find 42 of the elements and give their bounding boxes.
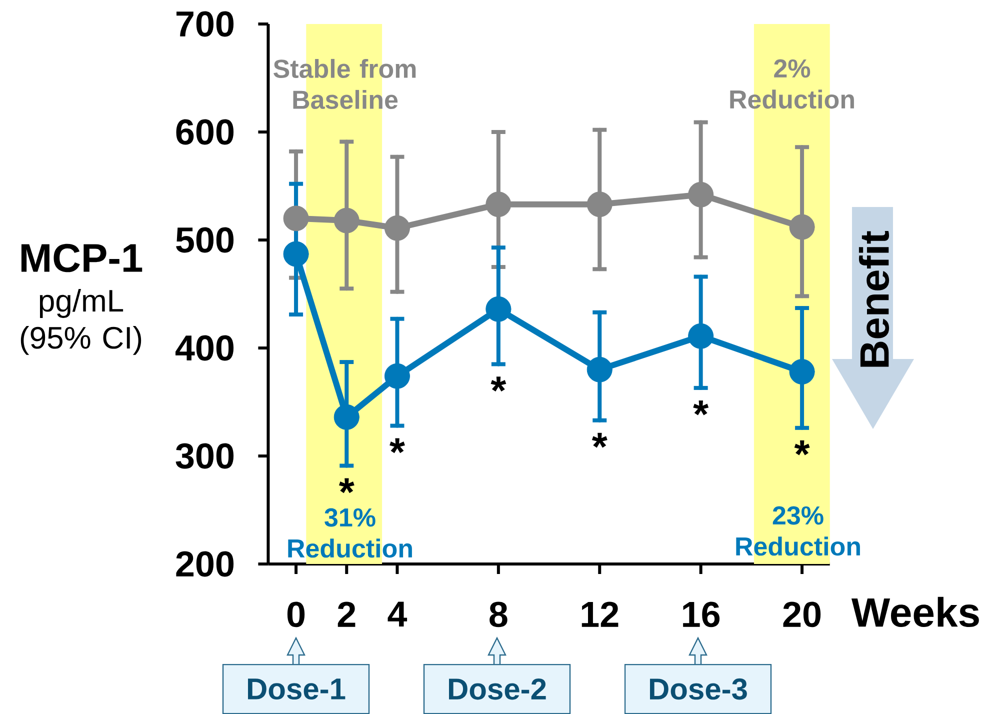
point (486, 192, 512, 218)
point (586, 192, 612, 218)
point (486, 296, 512, 322)
y-axis-title: MCP-1 (21, 244, 142, 272)
point (334, 208, 360, 234)
data-label: * (693, 400, 709, 416)
text: Benefit (858, 231, 890, 367)
x-tick-label: 8 (490, 602, 508, 628)
data-label: * (338, 478, 354, 494)
x-tick-label: 12 (582, 602, 618, 627)
point (688, 182, 714, 208)
y-tick-label: 200 (176, 551, 234, 577)
x-tick-label: 16 (683, 602, 720, 628)
point (384, 363, 410, 389)
point (283, 206, 309, 232)
annotation: 23% Reduction (736, 506, 860, 556)
y-tick-label: 500 (176, 227, 234, 253)
point (789, 359, 815, 384)
point (688, 323, 714, 349)
text: Dose-3 (650, 678, 747, 700)
x-tick-label: 2 (338, 602, 356, 627)
data-label: * (390, 438, 405, 454)
point (283, 241, 309, 267)
text: Dose-1 (248, 678, 346, 700)
point (334, 404, 360, 430)
y-tick-label: 300 (176, 443, 234, 469)
x-tick-label: 4 (388, 602, 408, 626)
text: Dose-2 (448, 678, 546, 700)
text: pg/mL (95% CI) (20, 289, 142, 355)
point (586, 356, 612, 382)
data-label: * (592, 432, 608, 448)
x-tick-label: 0 (287, 602, 305, 628)
point (384, 215, 410, 241)
data-label: * (490, 376, 506, 392)
y-tick-label: 600 (176, 119, 234, 145)
annotation: 31% Reduction (288, 508, 412, 558)
y-tick-label: 400 (175, 335, 234, 361)
data-label: * (794, 440, 810, 456)
y-tick-label: 700 (176, 11, 234, 37)
point (789, 214, 815, 240)
x-axis-title: Weeks (851, 596, 979, 628)
x-tick-label: 20 (783, 602, 821, 628)
